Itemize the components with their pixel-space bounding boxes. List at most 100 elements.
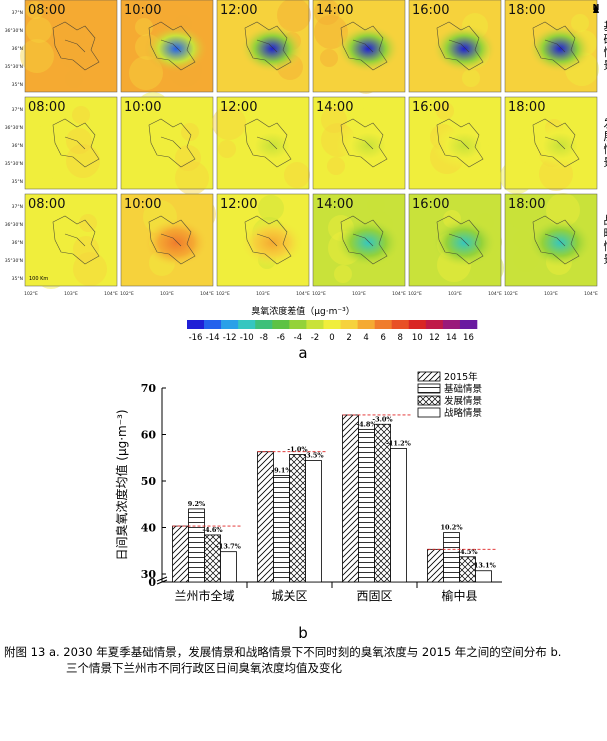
lat-tick-label: 37°N xyxy=(12,10,23,16)
map-frame xyxy=(120,96,214,190)
colorbar-tick-label: 6 xyxy=(380,333,385,343)
map-cell: 14:00 xyxy=(312,96,406,190)
map-time-label: 14:00 xyxy=(316,197,353,212)
x-category-label: 西固区 xyxy=(356,589,392,603)
map-texture xyxy=(219,198,245,224)
y-tick-label: 30 xyxy=(141,568,157,581)
map-texture xyxy=(506,122,524,140)
bar-3 xyxy=(289,454,306,583)
map-texture xyxy=(367,196,385,214)
map-cell: 14:00 xyxy=(312,193,406,287)
bar-3 xyxy=(374,423,391,583)
map-texture xyxy=(500,160,534,194)
lat-tick-label: 36°30'N xyxy=(5,222,23,228)
map-time-label: 12:00 xyxy=(220,3,257,18)
district-boundary xyxy=(436,21,484,71)
map-frame xyxy=(504,0,598,93)
map-frame xyxy=(312,0,406,93)
legend-label: 2015年 xyxy=(444,371,478,383)
scale-bar-label: 100 Km xyxy=(29,276,48,282)
map-texture xyxy=(258,195,284,221)
y-tick-label: 40 xyxy=(141,522,157,535)
change-label: -13.7% xyxy=(216,543,242,551)
lat-tick-label: 35°N xyxy=(12,276,23,282)
map-texture xyxy=(277,0,311,32)
colorbar-tick-label: 8 xyxy=(398,333,403,343)
map-texture xyxy=(175,145,201,171)
legend-swatch xyxy=(417,383,441,394)
colorbar-label: 臭氧浓度差值（μg·m⁻³） xyxy=(251,305,354,317)
colorbar-tick-label: -2 xyxy=(311,333,319,343)
legend-label: 基础情景 xyxy=(444,383,482,395)
lon-tick-label: 104°E xyxy=(200,291,214,297)
map-time-label: 16:00 xyxy=(412,3,449,18)
ozone-hotspot xyxy=(432,121,497,170)
ozone-hotspot xyxy=(432,218,497,267)
map-texture xyxy=(314,0,340,25)
y-tick-label: 70 xyxy=(141,382,157,395)
map-cell: 10:00 xyxy=(120,193,216,287)
lon-tick-label: 103°E xyxy=(448,291,462,297)
map-cell: 16:00 xyxy=(408,0,502,93)
x-category-label: 城关区 xyxy=(271,589,307,603)
scenario-label-char: 景 xyxy=(604,59,607,72)
lon-tick-label: 104°E xyxy=(488,291,502,297)
map-texture xyxy=(538,11,556,29)
y-tick-label: 60 xyxy=(141,429,157,442)
ozone-hotspot xyxy=(240,121,305,170)
scenario-label-char: 情 xyxy=(604,46,607,59)
district-boundary xyxy=(52,215,100,265)
map-time-label: 12:00 xyxy=(220,197,257,212)
lon-tick-label: 103°E xyxy=(64,291,78,297)
caption-line-2: 三个情景下兰州市不同行政区日间臭氧浓度均值及变化 xyxy=(66,661,342,675)
ozone-hotspot xyxy=(240,24,305,73)
colorbar-tick-label: 4 xyxy=(363,333,368,343)
map-time-label: 10:00 xyxy=(124,197,161,212)
bar-2 xyxy=(358,428,375,583)
colorbar-swatch xyxy=(289,320,307,329)
x-category-label: 兰州市全域 xyxy=(174,588,234,603)
legend-swatch xyxy=(417,395,441,406)
ozone-hotspot xyxy=(336,121,401,170)
colorbar-tick-label: 0 xyxy=(329,333,334,343)
map-time-label: 18:00 xyxy=(508,197,545,212)
lat-tick-label: 36°30'N xyxy=(5,125,23,131)
map-cell: 12:00 xyxy=(216,0,311,93)
lon-tick-label: 102°E xyxy=(216,291,230,297)
map-texture xyxy=(59,36,93,70)
map-texture xyxy=(20,39,54,73)
change-label: -4.6% xyxy=(202,526,223,534)
map-texture xyxy=(327,157,345,175)
lon-tick-label: 103°E xyxy=(352,291,366,297)
colorbar-tick-label: -8 xyxy=(260,333,268,343)
lat-tick-label: 35°N xyxy=(12,179,23,185)
map-texture xyxy=(513,230,531,248)
ozone-hotspot xyxy=(144,218,209,267)
map-frame xyxy=(504,96,598,190)
map-cell: 18:00 xyxy=(500,96,598,194)
map-texture xyxy=(429,66,447,84)
colorbar-swatch xyxy=(238,320,256,329)
colorbar-tick-label: 12 xyxy=(429,333,440,343)
map-texture xyxy=(40,233,66,259)
change-label: 10.2% xyxy=(440,524,463,532)
map-time-label: 14:00 xyxy=(316,100,353,115)
ozone-hotspot xyxy=(528,121,593,170)
lon-tick-label: 104°E xyxy=(296,291,310,297)
map-texture xyxy=(33,125,59,151)
map-time-label: 16:00 xyxy=(412,100,449,115)
map-time-label: 10:00 xyxy=(124,3,161,18)
map-background xyxy=(25,97,117,189)
legend-swatch xyxy=(417,407,441,418)
scenario-label-char: 情 xyxy=(604,143,607,156)
map-frame xyxy=(216,193,310,287)
lon-tick-label: 103°E xyxy=(256,291,270,297)
colorbar-tick-label: -14 xyxy=(206,333,220,343)
map-frame xyxy=(408,193,502,287)
map-texture xyxy=(321,107,347,133)
map-texture xyxy=(506,138,532,164)
map-frame xyxy=(24,0,118,93)
change-label: -9.1% xyxy=(271,466,292,474)
scenario-label-char: 础 xyxy=(604,33,607,46)
scenario-label-char: 展 xyxy=(604,130,607,143)
